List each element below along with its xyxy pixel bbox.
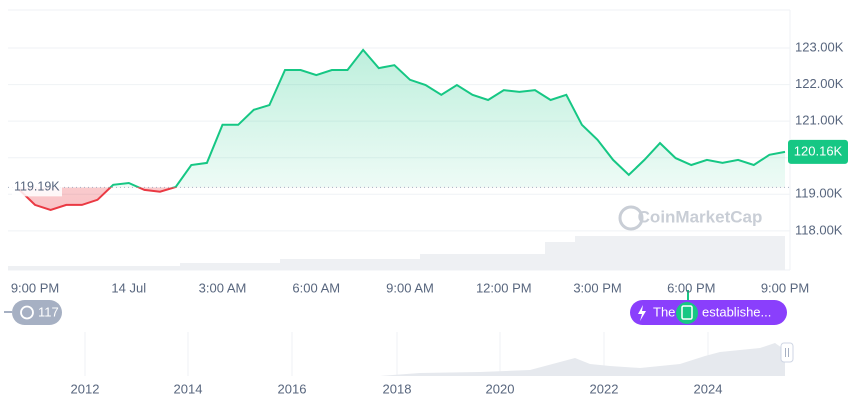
x-tick-label: 6:00 PM bbox=[667, 280, 715, 295]
x-tick-label: 3:00 PM bbox=[573, 280, 621, 295]
y-tick-label: 118.00K bbox=[795, 222, 843, 237]
y-tick-label: 122.00K bbox=[795, 76, 844, 91]
event-text: establishe... bbox=[702, 304, 771, 319]
navigator-year: 2018 bbox=[383, 381, 412, 396]
price-line-up bbox=[109, 48, 786, 188]
y-tick-label: 123.00K bbox=[795, 39, 844, 54]
watermark-logo bbox=[618, 205, 644, 231]
current-price-label: 120.16K bbox=[794, 143, 843, 158]
alerts-badge[interactable]: 117 bbox=[4, 300, 62, 325]
watermark: CoinMarketCap bbox=[638, 207, 763, 226]
x-tick-label: 6:00 AM bbox=[292, 280, 340, 295]
area-down bbox=[19, 187, 785, 210]
x-tick-label: 9:00 AM bbox=[386, 280, 434, 295]
y-tick-label: 121.00K bbox=[795, 113, 844, 128]
navigator-year: 2022 bbox=[590, 381, 619, 396]
x-tick-label: 9:00 PM bbox=[761, 280, 809, 295]
baseline-label-bg bbox=[12, 178, 62, 197]
navigator-year: 2024 bbox=[694, 381, 723, 396]
event-pill[interactable]: The establishe... bbox=[630, 290, 787, 325]
x-tick-label: 9:00 PM bbox=[11, 280, 59, 295]
alerts-count: 117 bbox=[38, 304, 59, 319]
price-line-down bbox=[18, 187, 177, 212]
navigator-year: 2016 bbox=[278, 381, 307, 396]
x-tick-label: 3:00 AM bbox=[199, 280, 247, 295]
x-tick-label: 12:00 PM bbox=[476, 280, 532, 295]
navigator-year: 2020 bbox=[486, 381, 515, 396]
current-price-badge bbox=[788, 139, 848, 164]
x-tick-label: 14 Jul bbox=[111, 280, 146, 295]
navigator-year: 2014 bbox=[174, 381, 203, 396]
volume-area bbox=[8, 236, 785, 270]
navigator-year: 2012 bbox=[71, 381, 100, 396]
event-text: The bbox=[653, 304, 675, 319]
y-tick-label: 119.00K bbox=[795, 186, 843, 201]
baseline-label: 119.19K bbox=[14, 180, 60, 194]
navigator[interactable] bbox=[8, 332, 794, 376]
